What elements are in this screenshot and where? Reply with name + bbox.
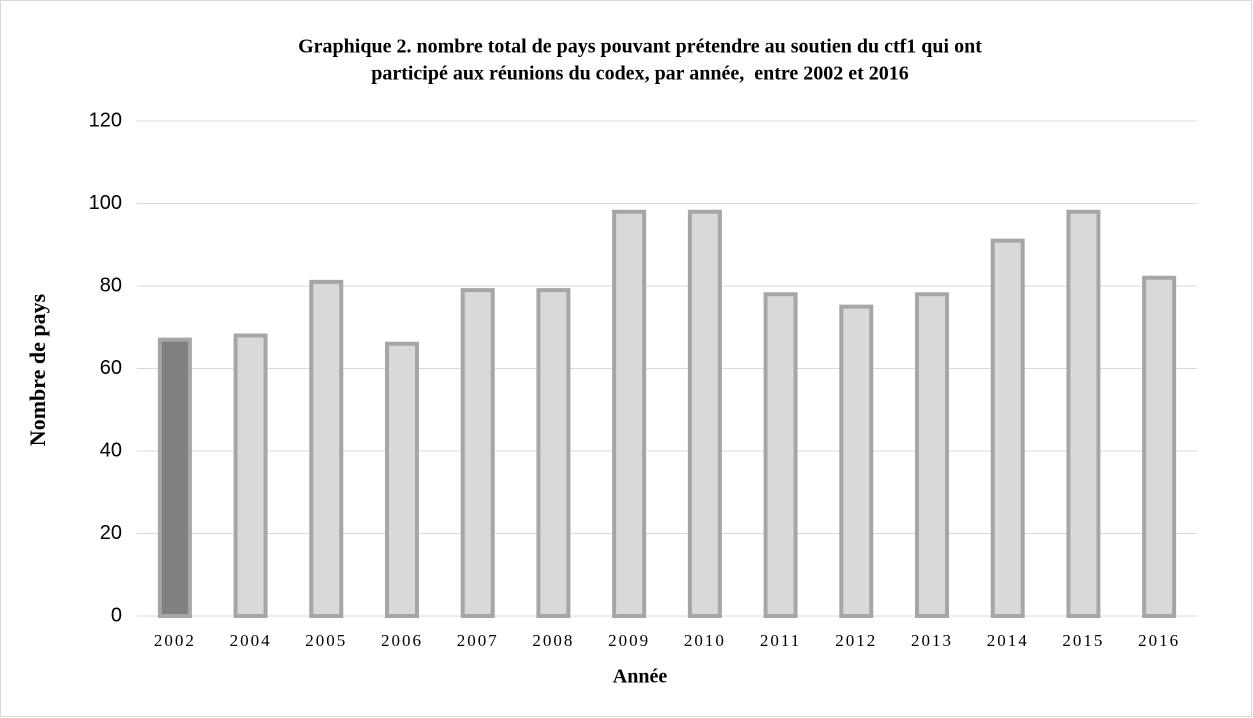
bar (385, 341, 419, 618)
x-tick-label: 2008 (532, 631, 574, 650)
bar (460, 288, 495, 618)
x-axis-label: Année (613, 666, 668, 688)
x-tick-label: 2005 (305, 631, 347, 650)
y-tick-label: 100 (89, 192, 122, 214)
x-tick-label: 2015 (1062, 631, 1104, 650)
x-tick-label: 2011 (760, 631, 801, 650)
bar (157, 337, 192, 618)
bar (915, 292, 949, 618)
y-tick-label: 20 (100, 522, 122, 544)
x-tick-label: 2004 (230, 631, 272, 650)
y-tick-label: 80 (100, 274, 122, 296)
bar (1066, 209, 1101, 618)
bar (612, 209, 647, 618)
x-tick-label: 2002 (154, 631, 196, 650)
x-tick-label: 2013 (911, 631, 953, 650)
bar (839, 304, 874, 618)
x-tick-label: 2012 (835, 631, 877, 650)
x-tick-label: 2006 (381, 631, 423, 650)
x-tick-label: 2009 (608, 631, 650, 650)
bar (233, 333, 268, 618)
bar (536, 288, 571, 618)
y-axis-label: Nombre de pays (25, 293, 50, 446)
x-tick-label: 2007 (457, 631, 499, 650)
y-tick-label: 120 (89, 109, 122, 131)
bar (763, 292, 798, 618)
bar (1142, 275, 1177, 618)
x-tick-label: 2010 (684, 631, 726, 650)
chart-title: Graphique 2. nombre total de pays pouvan… (298, 36, 982, 58)
y-tick-label: 40 (100, 439, 122, 461)
bar (687, 209, 722, 618)
chart-title: participé aux réunions du codex, par ann… (371, 63, 909, 85)
bar (309, 279, 344, 618)
bar (990, 238, 1025, 618)
x-tick-label: 2014 (987, 631, 1029, 650)
x-tick-label: 2016 (1138, 631, 1180, 650)
y-tick-label: 0 (111, 604, 122, 626)
y-tick-label: 60 (100, 357, 122, 379)
